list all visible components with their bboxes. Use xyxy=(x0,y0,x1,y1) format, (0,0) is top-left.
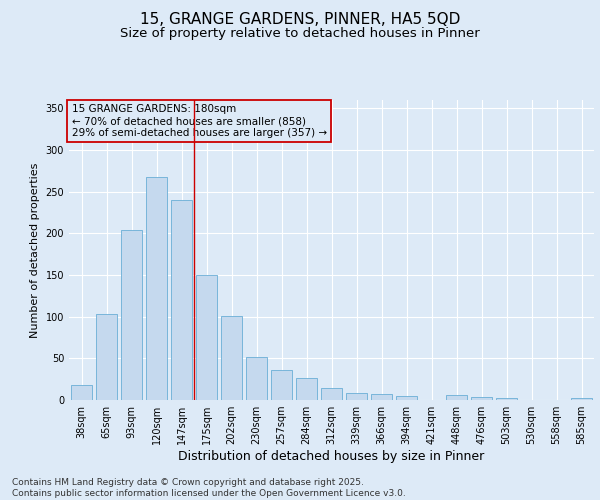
X-axis label: Distribution of detached houses by size in Pinner: Distribution of detached houses by size … xyxy=(178,450,485,463)
Bar xyxy=(446,395,467,400)
Bar xyxy=(246,356,267,400)
Bar xyxy=(396,396,417,400)
Text: 15, GRANGE GARDENS, PINNER, HA5 5QD: 15, GRANGE GARDENS, PINNER, HA5 5QD xyxy=(140,12,460,28)
Bar xyxy=(496,398,517,400)
Bar xyxy=(571,398,592,400)
Bar xyxy=(196,275,217,400)
Text: 15 GRANGE GARDENS: 180sqm
← 70% of detached houses are smaller (858)
29% of semi: 15 GRANGE GARDENS: 180sqm ← 70% of detac… xyxy=(71,104,327,138)
Bar xyxy=(171,200,192,400)
Bar xyxy=(321,388,342,400)
Bar xyxy=(221,316,242,400)
Text: Size of property relative to detached houses in Pinner: Size of property relative to detached ho… xyxy=(120,28,480,40)
Bar xyxy=(371,394,392,400)
Bar xyxy=(471,396,492,400)
Bar xyxy=(271,370,292,400)
Bar xyxy=(71,385,92,400)
Bar xyxy=(96,314,117,400)
Y-axis label: Number of detached properties: Number of detached properties xyxy=(30,162,40,338)
Bar xyxy=(346,392,367,400)
Text: Contains HM Land Registry data © Crown copyright and database right 2025.
Contai: Contains HM Land Registry data © Crown c… xyxy=(12,478,406,498)
Bar xyxy=(296,378,317,400)
Bar xyxy=(146,176,167,400)
Bar xyxy=(121,230,142,400)
